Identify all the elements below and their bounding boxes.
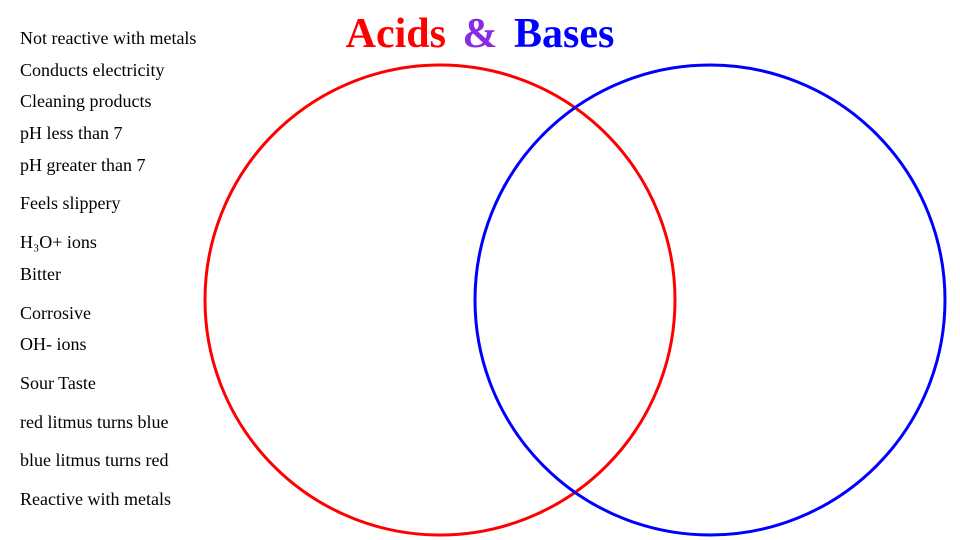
list-item[interactable]: Corrosive (20, 303, 220, 324)
venn-circle-right (475, 65, 945, 535)
list-item[interactable]: Conducts electricity (20, 60, 220, 81)
list-item[interactable]: Sour Taste (20, 373, 220, 394)
list-item[interactable]: Cleaning products (20, 91, 220, 112)
list-item[interactable]: blue litmus turns red (20, 450, 220, 471)
list-item[interactable]: Feels slippery (20, 193, 220, 214)
list-item[interactable]: Reactive with metals (20, 489, 220, 510)
list-item[interactable]: H₃O+ ions (20, 232, 220, 253)
venn-circle-left (205, 65, 675, 535)
list-item[interactable]: Not reactive with metals (20, 28, 220, 49)
list-item[interactable]: OH- ions (20, 334, 220, 355)
list-item[interactable]: pH greater than 7 (20, 155, 220, 176)
list-item[interactable]: red litmus turns blue (20, 412, 220, 433)
list-item[interactable]: pH less than 7 (20, 123, 220, 144)
list-item[interactable]: Bitter (20, 264, 220, 285)
properties-list: Not reactive with metals Conducts electr… (20, 28, 220, 521)
